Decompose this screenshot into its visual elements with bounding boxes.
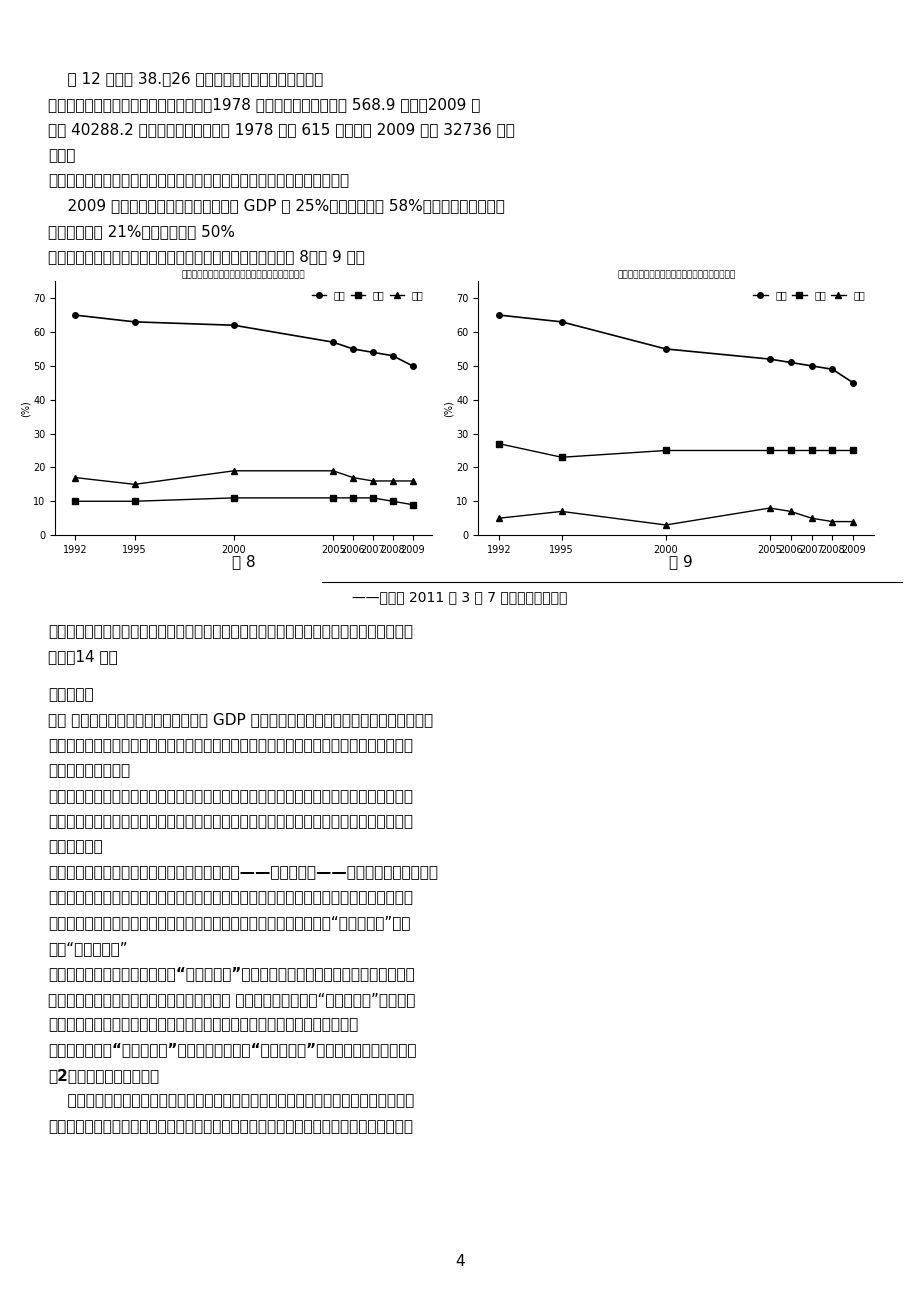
政府 xyxy=(327,490,338,505)
企业 xyxy=(327,464,338,479)
Text: 在我国居民收入不断增加的同时，收入分配中的一些问题也逐步显现出来。: 在我国居民收入不断增加的同时，收入分配中的一些问题也逐步显现出来。 xyxy=(48,173,348,189)
居民 xyxy=(327,335,338,350)
企业 xyxy=(764,500,775,516)
Legend: 居民, 政府, 企业: 居民, 政府, 企业 xyxy=(307,286,427,303)
Line: 政府: 政府 xyxy=(496,441,855,460)
Text: 改革开放以来，我国居民收入不断增加，1978 年我国职工工资总额为 568.9 亿元，2009 年: 改革开放以来，我国居民收入不断增加，1978 年我国职工工资总额为 568.9 … xyxy=(48,98,480,112)
政府 xyxy=(367,490,378,505)
Text: 高最低工资标准；建立职工工资和居民收入的正常增长机制；建立和完善社会保障机制，促: 高最低工资标准；建立职工工资和居民收入的正常增长机制；建立和完善社会保障机制，促 xyxy=(48,814,413,829)
Text: 进社会公平。: 进社会公平。 xyxy=(48,840,103,854)
Text: 入分配结构不合理。: 入分配结构不合理。 xyxy=(48,763,130,779)
居民 xyxy=(826,362,837,378)
企业 xyxy=(556,504,567,519)
Line: 政府: 政府 xyxy=(73,495,414,508)
Line: 企业: 企业 xyxy=(73,467,414,487)
居民 xyxy=(556,314,567,329)
Text: 【答案】：: 【答案】： xyxy=(48,687,94,702)
居民 xyxy=(494,307,505,323)
企业 xyxy=(406,473,417,488)
企业 xyxy=(826,514,837,530)
Text: 我国居民收入在国民收入初次分配、再分配中的比重分别如图 8、图 9 所示: 我国居民收入在国民收入初次分配、再分配中的比重分别如图 8、图 9 所示 xyxy=(48,249,364,264)
Text: 建议（14 分）: 建议（14 分） xyxy=(48,648,118,664)
Line: 居民: 居民 xyxy=(73,312,414,368)
企业 xyxy=(228,464,239,479)
居民 xyxy=(228,318,239,333)
Text: 4: 4 xyxy=(455,1254,464,1269)
政府 xyxy=(70,493,81,509)
政府 xyxy=(129,493,140,509)
Text: 材料一: 材料一 xyxy=(48,147,75,163)
政府 xyxy=(846,443,857,458)
Text: 达到 40288.2 亿元；职工平均工资由 1978 年的 615 元增加到 2009 年的 32736 元。: 达到 40288.2 亿元；职工平均工资由 1978 年的 615 元增加到 2… xyxy=(48,122,514,138)
Y-axis label: (%): (%) xyxy=(20,400,30,417)
企业 xyxy=(70,470,81,486)
居民 xyxy=(784,354,795,370)
政府 xyxy=(556,449,567,465)
Text: 【解析】：对收入分配问题进行“描述和阐释”的时候，既要和世界的平均水平进行对比，: 【解析】：对收入分配问题进行“描述和阐释”的时候，既要和世界的平均水平进行对比， xyxy=(48,966,414,982)
Text: 以我国的居民收入与政府和企业的收入对比和与世界平均水平的对比为背景材料，要求考生: 以我国的居民收入与政府和企业的收入对比和与世界平均水平的对比为背景材料，要求考生 xyxy=(48,891,413,905)
Text: （2）多方联系，规范答题: （2）多方联系，规范答题 xyxy=(48,1068,159,1083)
Text: 例 12 年全国 38.（26 分）阅读材料，完成下列各题。: 例 12 年全国 38.（26 分）阅读材料，完成下列各题。 xyxy=(48,72,323,87)
Text: 又要把居民收入和政府及企业的所得进行对比 对收入分配问题进行“论证和探究”的时候，: 又要把居民收入和政府及企业的所得进行对比 对收入分配问题进行“论证和探究”的时候… xyxy=(48,992,414,1006)
Text: 既要针对一个个问题有具体的举措，又要在整个问题的基础上建立相应的机制: 既要针对一个个问题有具体的举措，又要在整个问题的基础上建立相应的机制 xyxy=(48,1017,357,1032)
企业 xyxy=(784,504,795,519)
Text: 问题 与世界水平相比，最低工资在人均 GDP 中占比低，在平均工资中占比低，最低工资水: 问题 与世界水平相比，最低工资在人均 GDP 中占比低，在平均工资中占比低，最低… xyxy=(48,712,433,728)
居民 xyxy=(660,341,671,357)
企业 xyxy=(805,510,816,526)
居民 xyxy=(764,352,775,367)
政府 xyxy=(494,436,505,452)
居民 xyxy=(406,358,417,374)
政府 xyxy=(347,490,358,505)
居民 xyxy=(347,341,358,357)
企业 xyxy=(387,473,398,488)
居民 xyxy=(387,348,398,363)
企业 xyxy=(129,477,140,492)
Text: 理，二是材料语言，三是时政语言即党的方针政策。答案没有教材语言就缺乏理论依据，没: 理，二是材料语言，三是时政语言即党的方针政策。答案没有教材语言就缺乏理论依据，没 xyxy=(48,1118,413,1134)
Text: 从近年的高考政治题来看，完整的答案大体是三种语言的结合，一是教材语言的观点原: 从近年的高考政治题来看，完整的答案大体是三种语言的结合，一是教材语言的观点原 xyxy=(48,1094,414,1108)
企业 xyxy=(660,517,671,533)
Title: 我国政府、企业与居民在国民收入初次分配中的占比: 我国政府、企业与居民在国民收入初次分配中的占比 xyxy=(182,270,305,279)
政府 xyxy=(387,493,398,509)
Legend: 居民, 政府, 企业: 居民, 政府, 企业 xyxy=(748,286,868,303)
Text: 图 8: 图 8 xyxy=(232,555,255,570)
Text: 进行“论证和探究”: 进行“论证和探究” xyxy=(48,941,128,956)
Text: ——摘编自 2011 年 3 月 7 日《经济观察报》: ——摘编自 2011 年 3 月 7 日《经济观察报》 xyxy=(352,590,567,604)
居民 xyxy=(129,314,140,329)
Text: 运用收入分配与公平的相关理论对我国目前的个人收入分配问题先进行“描述和阐释”，再: 运用收入分配与公平的相关理论对我国目前的个人收入分配问题先进行“描述和阐释”，再 xyxy=(48,915,410,931)
Line: 企业: 企业 xyxy=(496,505,855,527)
企业 xyxy=(367,473,378,488)
Text: 2009 年，我国的最低工资是我国人均 GDP 的 25%，世界平均为 58%；我国最低工资是我: 2009 年，我国的最低工资是我国人均 GDP 的 25%，世界平均为 58%；… xyxy=(48,198,505,214)
政府 xyxy=(826,443,837,458)
政府 xyxy=(406,497,417,513)
居民 xyxy=(70,307,81,323)
Text: 根据材料一概括我国国民收入分配中存在的问题，并结合经济生活知识提出解决问题的政策: 根据材料一概括我国国民收入分配中存在的问题，并结合经济生活知识提出解决问题的政策 xyxy=(48,624,413,639)
Title: 我国政府、企业与居民在国民收入再分配中的占比: 我国政府、企业与居民在国民收入再分配中的占比 xyxy=(617,270,734,279)
Text: 【试题立意】：本题涉及考点：个人收入的分配——效率与公平——提高效率、促进公平。: 【试题立意】：本题涉及考点：个人收入的分配——效率与公平——提高效率、促进公平。 xyxy=(48,865,437,880)
居民 xyxy=(367,345,378,361)
政府 xyxy=(764,443,775,458)
企业 xyxy=(846,514,857,530)
Text: 国平均工资的 21%，世界平均为 50%: 国平均工资的 21%，世界平均为 50% xyxy=(48,224,234,240)
政府 xyxy=(805,443,816,458)
居民 xyxy=(846,375,857,391)
居民 xyxy=(805,358,816,374)
企业 xyxy=(494,510,505,526)
政府 xyxy=(660,443,671,458)
Text: 平偏低。居民所得在初次分配和再分配中呈减少趋势，政府和企业所得呈增加趋势，国民收: 平偏低。居民所得在初次分配和再分配中呈减少趋势，政府和企业所得呈增加趋势，国民收 xyxy=(48,738,413,753)
政府 xyxy=(228,490,239,505)
Text: 对策：提高居民收入在国民收入分配中的比重；提高劳动报酬在初次分配中的比重；逐步提: 对策：提高居民收入在国民收入分配中的比重；提高劳动报酬在初次分配中的比重；逐步提 xyxy=(48,789,413,803)
Y-axis label: (%): (%) xyxy=(443,400,453,417)
政府 xyxy=(784,443,795,458)
Text: 图 9: 图 9 xyxy=(668,555,692,570)
Line: 居民: 居民 xyxy=(496,312,855,385)
企业 xyxy=(347,470,358,486)
Text: 【难度】：本题“描述和阐释”的要求难度一般，“论证和探究”的要求则有一定的难度。: 【难度】：本题“描述和阐释”的要求难度一般，“论证和探究”的要求则有一定的难度。 xyxy=(48,1043,416,1057)
